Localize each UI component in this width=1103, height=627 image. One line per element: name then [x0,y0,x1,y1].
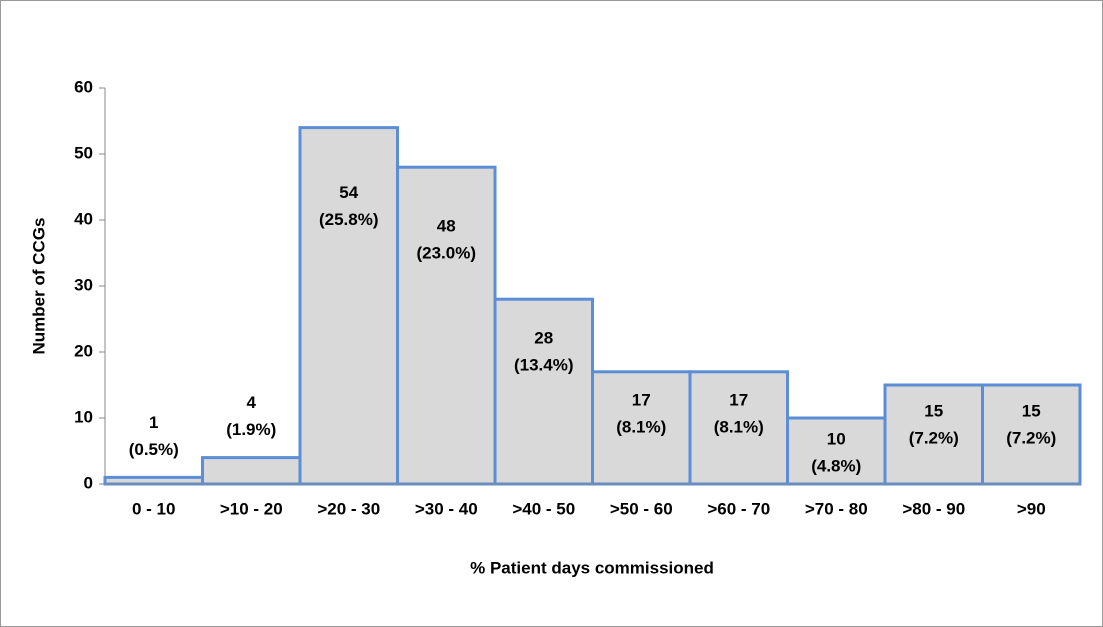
data-label-percent: (8.1%) [714,417,764,436]
y-tick-label: 30 [74,275,93,294]
data-label: 10 [827,429,846,448]
y-tick-label: 60 [74,77,93,96]
data-label: 54 [339,183,358,202]
y-tick-label: 20 [74,341,93,360]
data-label: 4 [247,393,257,412]
data-label-percent: (25.8%) [319,210,379,229]
y-axis-title: Number of CCGs [29,218,48,355]
data-label-percent: (23.0%) [416,244,476,263]
bar [103,475,204,486]
data-label: 17 [632,390,651,409]
data-label-percent: (4.8%) [811,456,861,475]
data-label-percent: (7.2%) [1006,428,1056,447]
x-tick-label: >50 - 60 [610,499,673,518]
data-label: 48 [437,217,456,236]
data-label: 17 [729,390,748,409]
data-label: 15 [1022,401,1041,420]
x-tick-label: >70 - 80 [805,499,868,518]
data-label: 1 [149,413,158,432]
x-tick-label: >60 - 70 [707,499,770,518]
data-label-percent: (1.9%) [226,420,276,439]
data-label-percent: (0.5%) [129,440,179,459]
x-tick-label: >30 - 40 [415,499,478,518]
y-tick-label: 50 [74,143,93,162]
y-tick-label: 40 [74,209,93,228]
bar [981,383,1082,486]
x-tick-label: >10 - 20 [220,499,283,518]
x-tick-label: 0 - 10 [132,499,175,518]
x-axis-title: % Patient days commissioned [470,558,714,577]
x-tick-label: >90 [1017,499,1046,518]
y-tick-label: 10 [74,407,93,426]
bar [396,165,497,486]
bar [493,297,594,486]
x-tick-label: >20 - 30 [317,499,380,518]
x-tick-label: >80 - 90 [902,499,965,518]
data-label-percent: (8.1%) [616,417,666,436]
data-label-percent: (13.4%) [514,356,574,375]
bar [298,126,399,486]
data-label-percent: (7.2%) [909,428,959,447]
data-label: 28 [534,329,553,348]
y-tick-label: 0 [84,473,93,492]
x-tick-label: >40 - 50 [512,499,575,518]
bar [201,456,302,486]
data-label: 15 [924,401,943,420]
